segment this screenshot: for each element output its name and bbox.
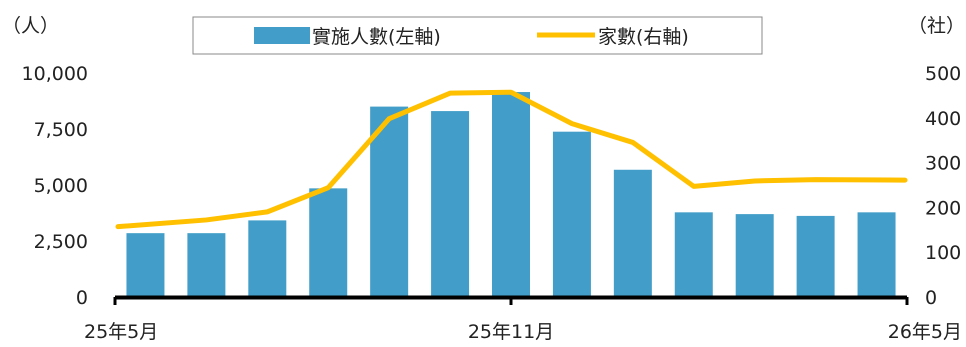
x-tick-label: 26年5月 bbox=[888, 321, 962, 343]
legend-bar-swatch bbox=[254, 27, 310, 44]
bar bbox=[735, 214, 774, 297]
x-axis-ticks bbox=[113, 297, 909, 305]
line-series bbox=[115, 89, 908, 230]
bar bbox=[796, 215, 835, 297]
bar bbox=[248, 220, 287, 297]
x-axis-labels: 25年5月 25年11月 26年5月 bbox=[84, 321, 962, 343]
bar bbox=[370, 106, 409, 297]
right-tick-label: 0 bbox=[925, 287, 937, 309]
bar bbox=[187, 233, 226, 297]
bar bbox=[613, 169, 652, 297]
bar-series bbox=[126, 92, 896, 297]
right-tick-label: 100 bbox=[925, 242, 961, 264]
left-tick-label: 7,500 bbox=[34, 119, 88, 141]
bar bbox=[552, 131, 591, 297]
bar bbox=[492, 92, 530, 297]
bar bbox=[126, 233, 165, 297]
left-tick-label: 10,000 bbox=[22, 63, 88, 85]
bar bbox=[309, 188, 348, 297]
left-tick-label: 2,500 bbox=[34, 231, 88, 253]
right-tick-label: 300 bbox=[925, 153, 961, 175]
bar bbox=[857, 212, 896, 297]
legend-line-label: 家數(右軸) bbox=[598, 26, 689, 48]
x-tick-label: 25年11月 bbox=[468, 321, 554, 343]
right-tick-label: 200 bbox=[925, 197, 961, 219]
right-axis-unit: （社） bbox=[908, 15, 965, 37]
left-tick-label: 5,000 bbox=[34, 175, 88, 197]
left-axis-unit: （人） bbox=[2, 15, 59, 37]
bar bbox=[674, 212, 713, 297]
legend-bar-label: 實施人數(左軸) bbox=[312, 26, 441, 48]
right-tick-label: 400 bbox=[925, 108, 961, 130]
x-tick-label: 25年5月 bbox=[84, 321, 158, 343]
right-axis-ticks: 0 100 200 300 400 500 bbox=[925, 63, 961, 309]
bar bbox=[431, 111, 470, 297]
legend: 實施人數(左軸) 家數(右軸) bbox=[192, 16, 763, 55]
left-axis-ticks: 0 2,500 5,000 7,500 10,000 bbox=[22, 63, 88, 309]
left-tick-label: 0 bbox=[76, 287, 88, 309]
right-tick-label: 500 bbox=[925, 63, 961, 85]
